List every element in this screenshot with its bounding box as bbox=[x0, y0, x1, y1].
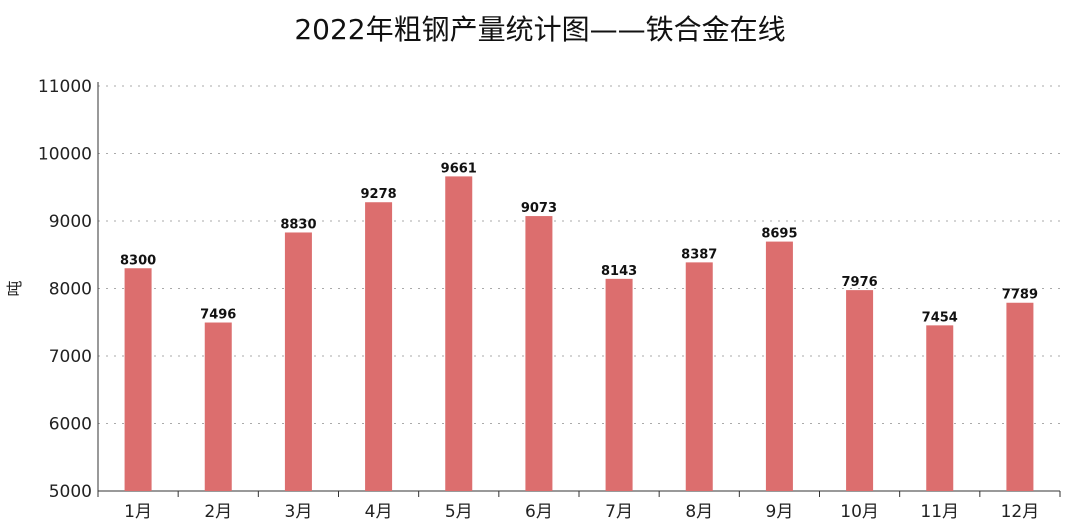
data-label: 8387 bbox=[681, 247, 717, 262]
data-label: 9661 bbox=[441, 161, 477, 176]
x-tick-label: 9月 bbox=[766, 502, 794, 522]
data-label: 7789 bbox=[1002, 288, 1038, 303]
data-label: 8300 bbox=[120, 253, 156, 268]
bar bbox=[685, 262, 713, 491]
bar bbox=[605, 278, 633, 491]
bar bbox=[284, 232, 312, 491]
y-tick-label: 7000 bbox=[49, 347, 92, 367]
x-tick-label: 10月 bbox=[840, 502, 879, 522]
bar bbox=[525, 216, 553, 491]
y-tick-label: 9000 bbox=[49, 212, 92, 232]
data-label: 9073 bbox=[521, 201, 557, 216]
x-tick-label: 2月 bbox=[204, 502, 232, 522]
chart-title: 2022年粗钢产量统计图——铁合金在线 bbox=[294, 13, 786, 46]
y-tick-label: 5000 bbox=[49, 482, 92, 502]
data-label: 8143 bbox=[601, 264, 637, 279]
x-tick-label: 12月 bbox=[1001, 502, 1040, 522]
bar bbox=[846, 290, 874, 491]
data-label: 7496 bbox=[200, 308, 236, 323]
y-tick-label: 8000 bbox=[49, 280, 92, 300]
bar bbox=[365, 202, 393, 492]
bar bbox=[765, 241, 793, 491]
data-label: 9278 bbox=[360, 187, 396, 202]
bar bbox=[204, 322, 232, 491]
x-tick-label: 8月 bbox=[685, 502, 713, 522]
y-tick-label: 6000 bbox=[49, 415, 92, 435]
x-tick-label: 6月 bbox=[525, 502, 553, 522]
data-label: 8830 bbox=[280, 217, 316, 232]
y-tick-label: 11000 bbox=[38, 77, 92, 97]
x-tick-label: 5月 bbox=[445, 502, 473, 522]
bar bbox=[1006, 302, 1034, 491]
data-label: 8695 bbox=[761, 227, 797, 242]
data-label: 7454 bbox=[922, 310, 958, 325]
bar bbox=[926, 325, 954, 491]
x-tick-label: 11月 bbox=[920, 502, 959, 522]
bar bbox=[124, 268, 152, 491]
x-tick-label: 7月 bbox=[605, 502, 633, 522]
data-label: 7976 bbox=[841, 275, 877, 290]
y-axis-title: 吨 bbox=[5, 280, 24, 296]
y-tick-label: 10000 bbox=[38, 145, 92, 165]
bar bbox=[445, 176, 473, 491]
x-tick-label: 4月 bbox=[365, 502, 393, 522]
x-tick-label: 3月 bbox=[285, 502, 313, 522]
x-tick-label: 1月 bbox=[124, 502, 152, 522]
